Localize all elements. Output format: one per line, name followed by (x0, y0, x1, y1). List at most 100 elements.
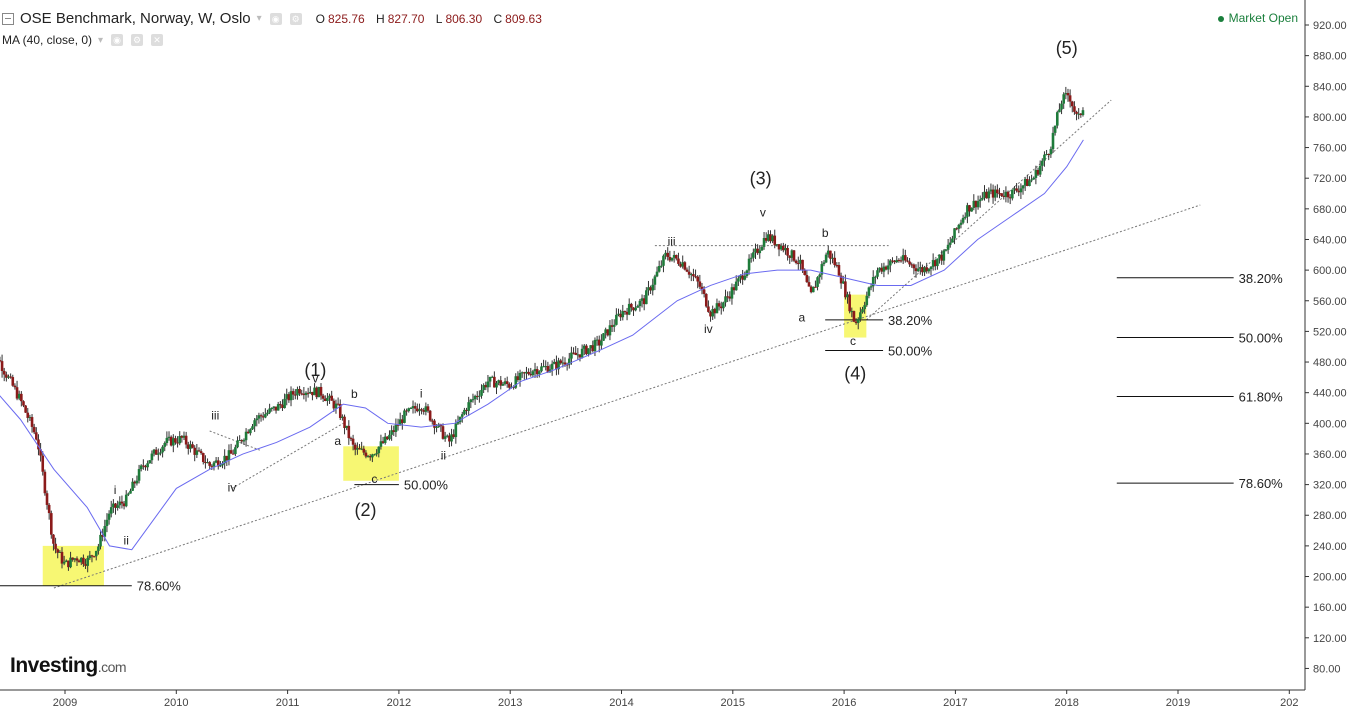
candle-body (39, 449, 42, 456)
candle-body (833, 257, 836, 265)
candle-body (234, 447, 237, 455)
candle-body (910, 264, 914, 266)
candle-body (621, 311, 625, 318)
candle-body (409, 408, 413, 410)
candle-body (17, 393, 21, 399)
candle-body (505, 381, 509, 385)
candle-body (107, 513, 111, 520)
candle-body (30, 417, 34, 427)
candle-body (741, 275, 744, 280)
close-icon[interactable]: ✕ (151, 34, 164, 46)
candle-body (176, 442, 179, 444)
candle-body (623, 311, 627, 313)
candle-body (334, 403, 338, 409)
candle-body (897, 259, 901, 261)
candle-body (737, 278, 740, 282)
candle-body (824, 254, 828, 263)
x-tick-label: 2017 (943, 697, 967, 709)
candle-body (407, 408, 411, 412)
candle-body (711, 309, 714, 317)
candle-body (193, 447, 197, 455)
candle-body (850, 311, 854, 313)
y-tick-label: 80.00 (1313, 663, 1341, 675)
candle-body (518, 373, 522, 380)
candle-body (285, 394, 289, 399)
candle-body (512, 386, 515, 388)
wave-label: iii (668, 235, 676, 249)
candle-body (347, 425, 351, 439)
candle-body (585, 345, 588, 355)
candle-body (968, 205, 971, 212)
candle-body (1006, 191, 1010, 198)
wave-label: b (351, 387, 358, 401)
candle-body (201, 453, 205, 463)
candle-body (597, 339, 601, 346)
candle-body (645, 290, 648, 305)
candle-body (687, 271, 691, 275)
candle-body (1036, 169, 1040, 175)
visibility-icon[interactable]: ◉ (269, 12, 282, 25)
candle-body (364, 452, 368, 457)
candle-body (259, 415, 263, 417)
candle-body (987, 191, 991, 199)
candle-body (818, 274, 821, 278)
candle-body (651, 284, 655, 291)
candle-body (570, 352, 573, 359)
candle-body (672, 255, 676, 258)
settings-icon[interactable]: ⚙ (289, 12, 302, 25)
y-tick-label: 680.00 (1313, 204, 1347, 216)
candle-body (356, 448, 359, 450)
candle-body (75, 558, 79, 561)
candle-body (294, 394, 297, 396)
candle-body (1043, 154, 1046, 161)
candle-body (264, 414, 267, 418)
candle-body (486, 381, 490, 388)
y-tick-label: 760.00 (1313, 143, 1347, 155)
candle-body (1077, 113, 1080, 115)
candle-body (809, 286, 813, 293)
candle-body (471, 399, 475, 401)
y-tick-label: 560.00 (1313, 296, 1347, 308)
y-tick-label: 600.00 (1313, 265, 1347, 277)
candle-body (150, 453, 154, 461)
settings-icon[interactable]: ⚙ (131, 34, 144, 46)
candle-body (533, 369, 537, 372)
wave-label: iv (704, 322, 713, 336)
chevron-down-icon[interactable]: ▾ (98, 34, 104, 46)
candle-body (1047, 154, 1051, 156)
candle-body (715, 303, 719, 314)
candle-body (313, 387, 316, 396)
chevron-down-icon[interactable]: ▾ (256, 13, 262, 24)
candle-body (1032, 177, 1036, 180)
candle-body (640, 298, 644, 301)
candle-body (360, 448, 363, 450)
candle-body (426, 406, 430, 411)
candle-body (595, 339, 599, 341)
candle-body (951, 238, 954, 243)
y-tick-label: 360.00 (1313, 449, 1347, 461)
candle-body (26, 412, 30, 418)
candle-body (869, 286, 873, 288)
candle-body (790, 250, 794, 258)
candle-body (771, 235, 774, 242)
candle-body (839, 275, 843, 284)
candle-body (24, 405, 27, 413)
collapse-icon[interactable] (2, 12, 14, 25)
candle-body (101, 534, 104, 537)
candle-body (582, 345, 586, 349)
candle-body (773, 235, 777, 246)
visibility-icon[interactable]: ◉ (111, 34, 124, 46)
candle-body (563, 362, 567, 365)
candle-body (204, 462, 207, 464)
fib-level-label: 50.00% (404, 478, 449, 493)
candle-body (1002, 195, 1006, 197)
candle-body (319, 386, 323, 396)
candle-body (304, 392, 308, 396)
candle-body (266, 412, 269, 415)
candle-body (97, 546, 100, 551)
candle-body (953, 228, 956, 239)
candle-body (565, 364, 569, 366)
candle-body (901, 255, 905, 261)
candle-body (722, 302, 725, 309)
